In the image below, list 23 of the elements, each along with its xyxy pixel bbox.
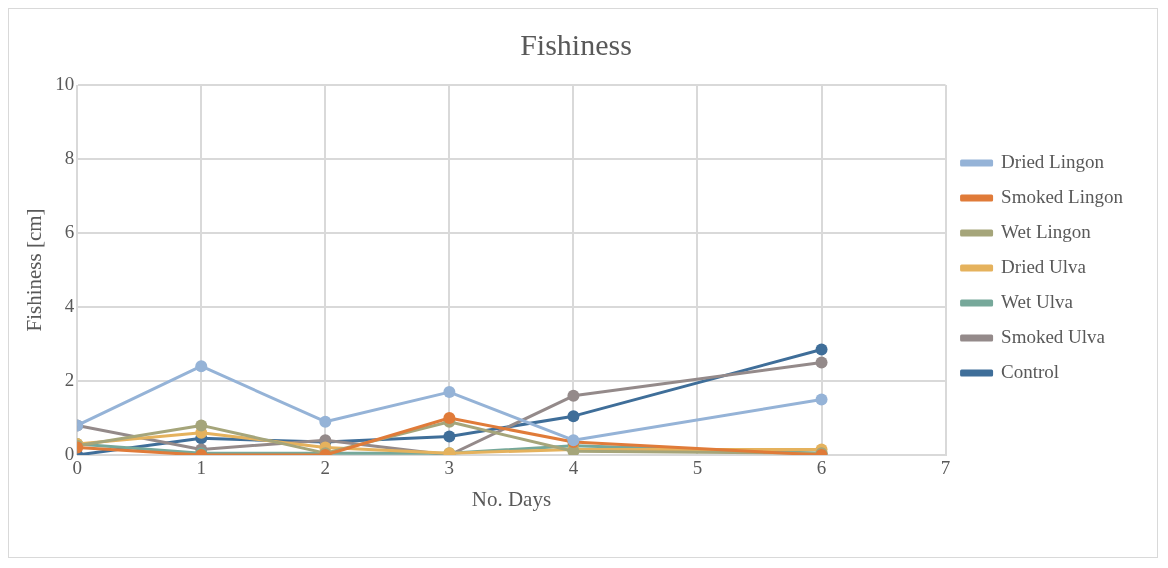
x-axis-title: No. Days xyxy=(471,486,552,511)
legend-label: Wet Ulva xyxy=(1001,290,1074,312)
x-tick-label: 7 xyxy=(940,457,951,479)
legend-label: Smoked Ulva xyxy=(1001,325,1106,347)
x-tick-label: 3 xyxy=(444,457,455,479)
x-tick-label: 2 xyxy=(320,457,331,479)
y-tick-label: 10 xyxy=(55,72,75,94)
x-tick-label: 6 xyxy=(816,457,827,479)
chart-title: Fishiness xyxy=(520,27,632,61)
x-tick-label: 5 xyxy=(692,457,703,479)
y-axis-title: Fishiness [cm] xyxy=(22,208,47,332)
x-tick-label: 1 xyxy=(196,457,207,479)
legend-label: Wet Lingon xyxy=(1001,220,1092,242)
y-tick-label: 0 xyxy=(64,442,75,464)
y-tick-label: 2 xyxy=(64,368,75,390)
legend-label: Smoked Lingon xyxy=(1001,185,1124,207)
y-tick-label: 6 xyxy=(64,220,75,242)
legend-label: Control xyxy=(1001,360,1060,382)
y-tick-label: 8 xyxy=(64,146,75,168)
legend-label: Dried Ulva xyxy=(1001,255,1087,277)
legend-label: Dried Lingon xyxy=(1001,150,1105,172)
x-tick-label: 4 xyxy=(568,457,579,479)
y-tick-label: 4 xyxy=(64,294,75,316)
